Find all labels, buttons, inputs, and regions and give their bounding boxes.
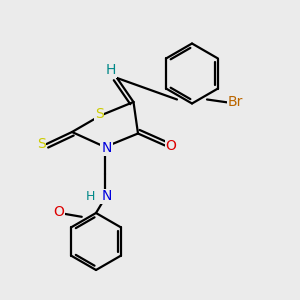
Text: N: N (101, 190, 112, 203)
Text: S: S (37, 137, 46, 151)
Text: S: S (94, 107, 103, 121)
Text: N: N (101, 142, 112, 155)
Text: O: O (166, 139, 176, 152)
Text: Br: Br (228, 95, 243, 110)
Text: H: H (106, 64, 116, 77)
Text: H: H (86, 190, 95, 203)
Text: O: O (53, 205, 64, 219)
